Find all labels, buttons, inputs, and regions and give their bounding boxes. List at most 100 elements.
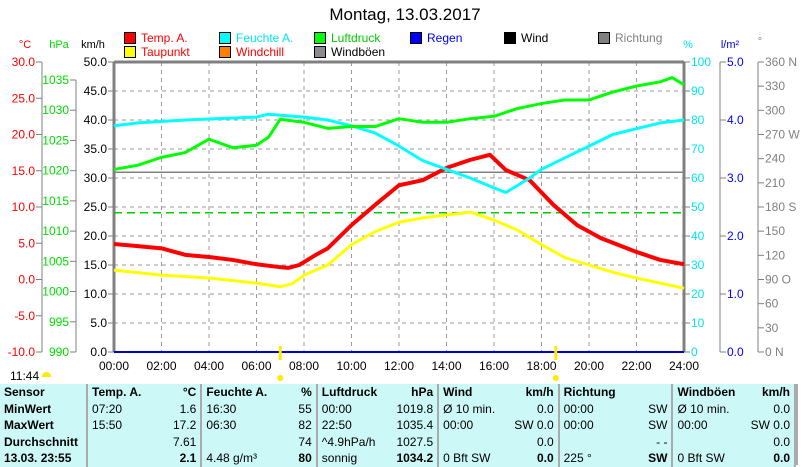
table-row: MaxWert 15:50 17.2 06:30 82 22:50 1035.4 00:00 S… (0, 417, 797, 434)
legend-item: Luftdruck (314, 31, 380, 45)
axis-label-temp: 30.0 (12, 55, 36, 69)
axis-label-temp: -10.0 (8, 345, 36, 359)
table-cell: Ø 10 min. (443, 401, 496, 416)
axis-label-temp: 10.0 (12, 200, 36, 214)
axis-label-temp: 5.0 (18, 236, 35, 250)
axis-label-temp: 20.0 (12, 128, 36, 142)
axis-unit-pressure: hPa (49, 39, 69, 51)
table-cell: 1035.4 (392, 417, 440, 434)
table-cell: 06:30 (206, 418, 237, 433)
table-cell: hPa (392, 384, 440, 401)
x-tick-label: 12:00 (384, 359, 414, 373)
axis-label-direction: 180 S (765, 200, 796, 214)
axis-label-pressure: 990 (49, 345, 69, 359)
axis-label-direction: 0 N (765, 345, 784, 359)
axis-label-wind: 30.0 (84, 171, 108, 185)
axis-unit-direction: ° (758, 36, 762, 48)
table-cell: 0.0 (744, 400, 797, 417)
table-cell: 0.0 (508, 433, 560, 450)
axis-label-wind: 20.0 (84, 229, 108, 243)
axis-label-direction: 240 (765, 152, 785, 166)
legend-label: Taupunkt (141, 45, 190, 59)
table-cell: 80 (278, 450, 318, 467)
axis-label-rain: 2.0 (727, 229, 744, 243)
axis-unit-humidity: % (683, 39, 693, 51)
table-cell: % (278, 384, 318, 401)
table-cell: SW (628, 417, 674, 434)
table-cell: 0.0 (744, 433, 797, 450)
legend-label: Regen (427, 31, 463, 45)
legend-label: Windböen (331, 45, 386, 59)
axis-label-rain: 1.0 (727, 287, 744, 301)
axis-label-humidity: 40 (691, 229, 705, 243)
table-cell: MinWert (0, 400, 89, 417)
legend-item: Windchill (219, 45, 284, 59)
table-cell: SW 0.0 (508, 417, 560, 434)
axis-label-wind: 15.0 (84, 258, 108, 272)
axis-label-temp: 25.0 (12, 91, 36, 105)
x-tick-label: 20:00 (574, 359, 604, 373)
table-cell: 2.1 (152, 450, 203, 467)
table-cell: 4.48 g/m³ (206, 451, 258, 466)
series-line-temp-a- (113, 152, 685, 270)
legend-label: Temp. A. (141, 31, 188, 45)
axis-label-direction: 300 (765, 103, 785, 117)
table-cell (438, 434, 508, 451)
table-cell: 17.2 (152, 417, 203, 434)
axis-label-pressure: 1035 (42, 73, 69, 87)
axis-label-rain: 3.0 (727, 171, 744, 185)
legend-swatch (410, 32, 422, 44)
legend-swatch (504, 32, 516, 44)
x-tick-label: 22:00 (621, 359, 651, 373)
axis-label-humidity: 100 (691, 55, 711, 69)
weather-chart: 00:00 02:00 04:00 06:00 08:00 10:00 12:00 14:00… (8, 36, 800, 381)
table-cell: Richtung (563, 385, 616, 400)
axis-label-wind: 5.0 (90, 316, 107, 330)
table-cell: SW 0.0 (744, 417, 797, 434)
axis-label-pressure: 1005 (42, 254, 69, 268)
axis-label-wind: 0.0 (90, 345, 107, 359)
axis-label-humidity: 50 (691, 200, 705, 214)
axis-label-direction: 90 O (765, 273, 791, 287)
table-cell: Windböen (677, 385, 736, 400)
table-cell: 0.0 (744, 450, 797, 467)
x-tick-label: 10:00 (336, 359, 366, 373)
table-row: MinWert 07:20 1.6 16:30 55 00:00 1019.8 Ø 10 mi… (0, 400, 797, 417)
table-scroll-edge (796, 384, 810, 465)
table-cell: Sensor (0, 384, 89, 401)
table-cell: 1019.8 (392, 400, 440, 417)
series-line-feuchte-a- (113, 112, 685, 194)
series-line-luftdruck (113, 76, 685, 171)
x-tick-label: 06:00 (241, 359, 271, 373)
legend-swatch (219, 32, 231, 44)
table-cell (201, 434, 278, 451)
legend-item: Regen (410, 31, 462, 45)
axis-label-rain: 0.0 (727, 345, 744, 359)
axis-label-pressure: 1015 (42, 194, 69, 208)
axis-label-humidity: 10 (691, 316, 705, 330)
axis-label-temp: -5.0 (14, 309, 35, 323)
table-cell: 0.0 (508, 450, 560, 467)
legend-item: Windböen (314, 45, 385, 59)
table-cell: 55 (278, 400, 318, 417)
table-cell: 00:00 (321, 401, 352, 416)
legend-swatch (314, 46, 326, 58)
axis-label-rain: 4.0 (727, 113, 744, 127)
axis-label-direction: 30 (765, 321, 779, 335)
x-tick-label: 14:00 (431, 359, 461, 373)
axis-label-pressure: 1030 (42, 103, 69, 117)
table-cell: km/h (744, 384, 797, 401)
axis-label-wind: 25.0 (84, 200, 108, 214)
x-tick-label: 00:00 (99, 359, 129, 373)
table-cell: 00:00 (563, 418, 594, 433)
table-cell: ^4.9hPa/h (321, 434, 376, 449)
table-cell: Durchschnitt (0, 433, 89, 450)
axis-label-humidity: 30 (691, 258, 705, 272)
table-cell: 1.6 (152, 400, 203, 417)
axis-label-direction: 360 N (765, 55, 797, 69)
chart-title: Montag, 13.03.2017 (329, 5, 481, 24)
table-cell: km/h (508, 384, 560, 401)
axis-label-direction: 60 (765, 297, 779, 311)
axis-label-direction: 210 (765, 176, 785, 190)
axis-label-direction: 150 (765, 224, 785, 238)
